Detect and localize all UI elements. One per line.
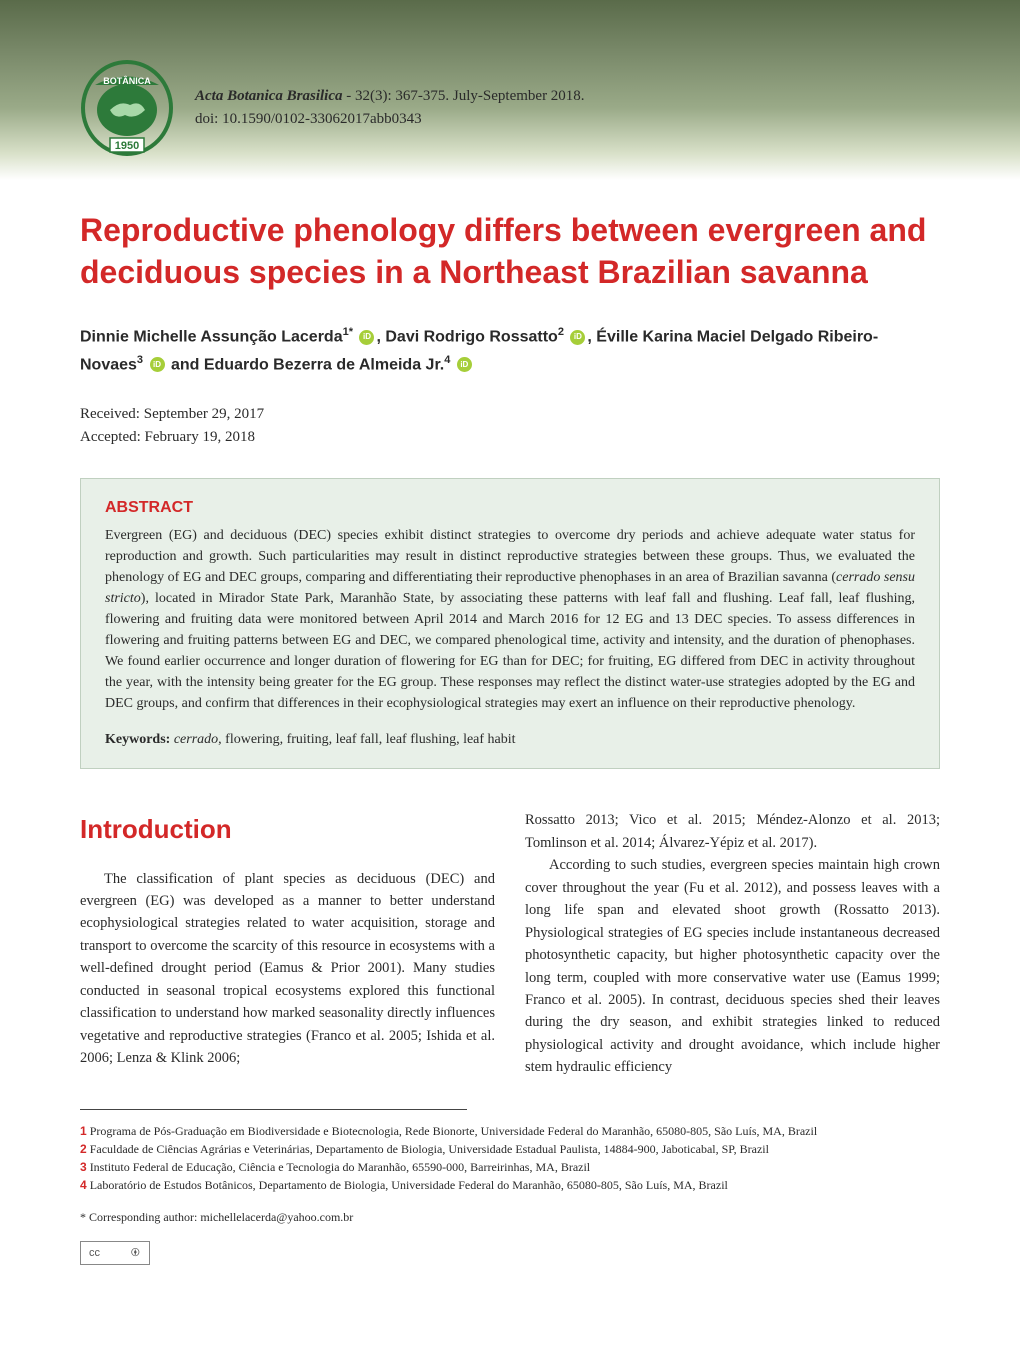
body-columns: Introduction The classification of plant… xyxy=(80,809,940,1079)
affiliation-2: 2 Faculdade de Ciências Agrárias e Veter… xyxy=(80,1140,940,1158)
author-2: , Davi Rodrigo Rossatto xyxy=(376,329,557,346)
corresponding-author: * Corresponding author: michellelacerda@… xyxy=(80,1210,940,1225)
abstract-text-2: ), located in Mirador State Park, Maranh… xyxy=(105,591,915,711)
orcid-icon[interactable] xyxy=(359,330,374,345)
abstract-heading: ABSTRACT xyxy=(105,499,915,517)
author-list: Dinnie Michelle Assunção Lacerda1* , Dav… xyxy=(80,323,940,378)
affiliation-4: 4 Laboratório de Estudos Botânicos, Depa… xyxy=(80,1176,940,1194)
affil-text: Instituto Federal de Educação, Ciência e… xyxy=(87,1160,590,1174)
cc-by-license-icon[interactable] xyxy=(80,1241,150,1265)
journal-citation: Acta Botanica Brasilica - 32(3): 367-375… xyxy=(195,60,585,130)
orcid-icon[interactable] xyxy=(150,357,165,372)
column-left: Introduction The classification of plant… xyxy=(80,809,495,1079)
affiliation-1: 1 Programa de Pós-Graduação em Biodivers… xyxy=(80,1122,940,1140)
received-date: Received: September 29, 2017 xyxy=(80,403,940,426)
intro-para-1-cont: Rossatto 2013; Vico et al. 2015; Méndez-… xyxy=(525,809,940,854)
article-content: Reproductive phenology differs between e… xyxy=(0,180,1020,1310)
author-1-affil: 1* xyxy=(343,326,353,338)
keywords: Keywords: cerrado, flowering, fruiting, … xyxy=(105,732,915,748)
journal-name: Acta Botanica Brasilica xyxy=(195,88,343,104)
affil-text: Laboratório de Estudos Botânicos, Depart… xyxy=(87,1178,728,1192)
orcid-icon[interactable] xyxy=(570,330,585,345)
affil-num: 4 xyxy=(80,1178,87,1192)
abstract-text: Evergreen (EG) and deciduous (DEC) speci… xyxy=(105,525,915,714)
orcid-icon[interactable] xyxy=(457,357,472,372)
article-title: Reproductive phenology differs between e… xyxy=(80,210,940,293)
affil-num: 2 xyxy=(80,1142,87,1156)
header-banner: BOTÂNICA 1950 Acta Botanica Brasilica - … xyxy=(0,0,1020,180)
footnote-divider xyxy=(80,1109,467,1110)
keywords-list: , flowering, fruiting, leaf fall, leaf f… xyxy=(218,732,515,747)
author-4-affil: 4 xyxy=(444,354,450,366)
article-dates: Received: September 29, 2017 Accepted: F… xyxy=(80,403,940,448)
section-heading-introduction: Introduction xyxy=(80,809,495,849)
abstract-text-1: Evergreen (EG) and deciduous (DEC) speci… xyxy=(105,528,915,585)
author-and: and xyxy=(167,356,204,373)
svg-text:1950: 1950 xyxy=(115,140,139,152)
intro-para-2: According to such studies, evergreen spe… xyxy=(525,854,940,1079)
keywords-label: Keywords: xyxy=(105,732,174,747)
journal-doi: doi: 10.1590/0102-33062017abb0343 xyxy=(195,108,585,131)
affil-text: Programa de Pós-Graduação em Biodiversid… xyxy=(87,1124,817,1138)
affil-num: 1 xyxy=(80,1124,87,1138)
keywords-italic: cerrado xyxy=(174,732,218,747)
affiliations: 1 Programa de Pós-Graduação em Biodivers… xyxy=(80,1122,940,1194)
accepted-date: Accepted: February 19, 2018 xyxy=(80,426,940,449)
author-2-affil: 2 xyxy=(558,326,564,338)
affil-text: Faculdade de Ciências Agrárias e Veterin… xyxy=(87,1142,769,1156)
affil-num: 3 xyxy=(80,1160,87,1174)
abstract-box: ABSTRACT Evergreen (EG) and deciduous (D… xyxy=(80,478,940,769)
column-right: Rossatto 2013; Vico et al. 2015; Méndez-… xyxy=(525,809,940,1079)
author-3-affil: 3 xyxy=(137,354,143,366)
journal-citation-text: - 32(3): 367-375. July-September 2018. xyxy=(343,88,585,104)
affiliation-3: 3 Instituto Federal de Educação, Ciência… xyxy=(80,1158,940,1176)
author-4: Eduardo Bezerra de Almeida Jr. xyxy=(204,356,444,373)
intro-para-1: The classification of plant species as d… xyxy=(80,868,495,1070)
journal-logo: BOTÂNICA 1950 xyxy=(80,60,175,160)
author-1: Dinnie Michelle Assunção Lacerda xyxy=(80,329,343,346)
